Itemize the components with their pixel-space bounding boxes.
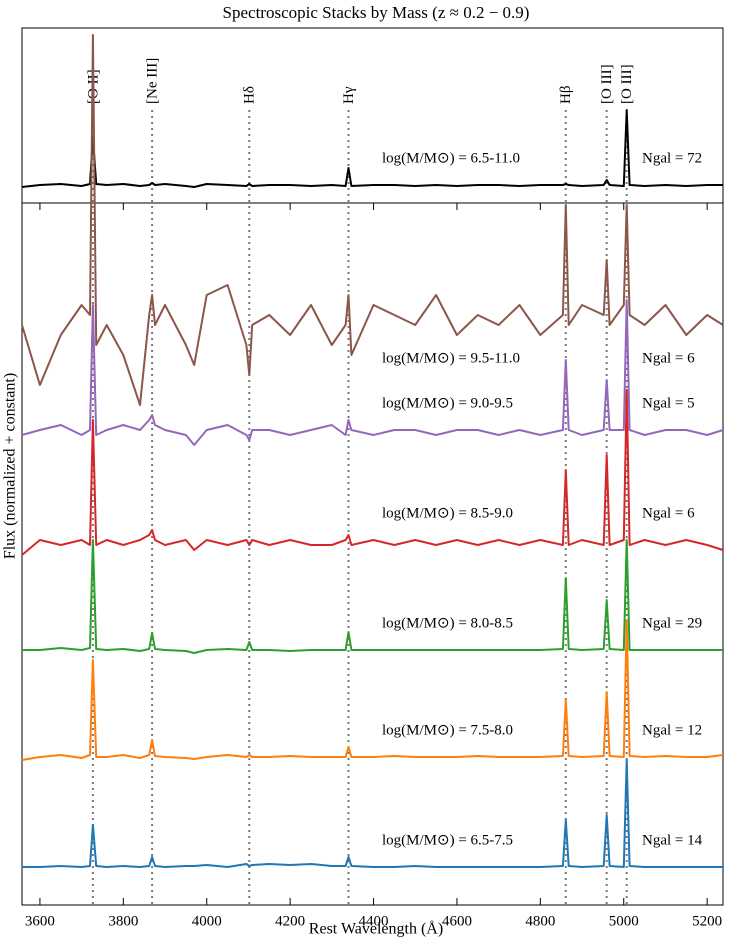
line-label: Hγ: [341, 86, 357, 104]
series-label: log(M/M⊙) = 9.0-9.5: [382, 395, 513, 411]
count-label: Ngal = 6: [642, 350, 695, 366]
series-label: log(M/M⊙) = 6.5-7.5: [382, 832, 513, 848]
x-tick-label: 5000: [609, 913, 639, 929]
count-label: Ngal = 12: [642, 722, 702, 738]
x-tick-label: 4000: [192, 913, 222, 929]
count-label: Ngal = 72: [642, 150, 702, 166]
spectrum-line: [21, 299, 724, 446]
line-label: Hδ: [242, 86, 258, 104]
line-label: [Ne III]: [145, 58, 161, 104]
count-label: Ngal = 5: [642, 395, 695, 411]
x-axis-label: Rest Wavelength (Å): [309, 920, 443, 938]
x-tick-label: 5200: [692, 913, 722, 929]
spectrum-line: [21, 389, 724, 556]
count-label: Ngal = 29: [642, 615, 702, 631]
panel-frame: [21, 27, 724, 204]
chart-title: Spectroscopic Stacks by Mass (z ≈ 0.2 − …: [223, 3, 530, 22]
series-label: log(M/M⊙) = 8.5-9.0: [382, 505, 513, 521]
line-label: [O III]: [599, 64, 615, 104]
series-label: log(M/M⊙) = 9.5-11.0: [382, 350, 520, 366]
series-label: log(M/M⊙) = 8.0-8.5: [382, 615, 513, 631]
x-tick-label: 4200: [275, 913, 305, 929]
series-label: log(M/M⊙) = 7.5-8.0: [382, 722, 513, 738]
count-label: Ngal = 6: [642, 505, 695, 521]
x-tick-label: 3800: [108, 913, 138, 929]
series-label: log(M/M⊙) = 6.5-11.0: [382, 150, 520, 166]
x-tick-label: 4800: [525, 913, 555, 929]
line-label: Hβ: [558, 86, 574, 104]
x-tick-label: 3600: [25, 913, 55, 929]
line-label: [O III]: [619, 64, 635, 104]
y-axis-label: Flux (normalized + constant): [2, 373, 19, 559]
spectrum-line: [21, 34, 724, 406]
spectrum-line: [22, 759, 723, 868]
spectrum-line: [21, 619, 724, 761]
spectrum-line: [21, 109, 723, 188]
x-tick-label: 4600: [442, 913, 472, 929]
count-label: Ngal = 14: [642, 832, 703, 848]
x-tick-label: 4400: [359, 913, 389, 929]
spectrum-line: [22, 539, 723, 654]
